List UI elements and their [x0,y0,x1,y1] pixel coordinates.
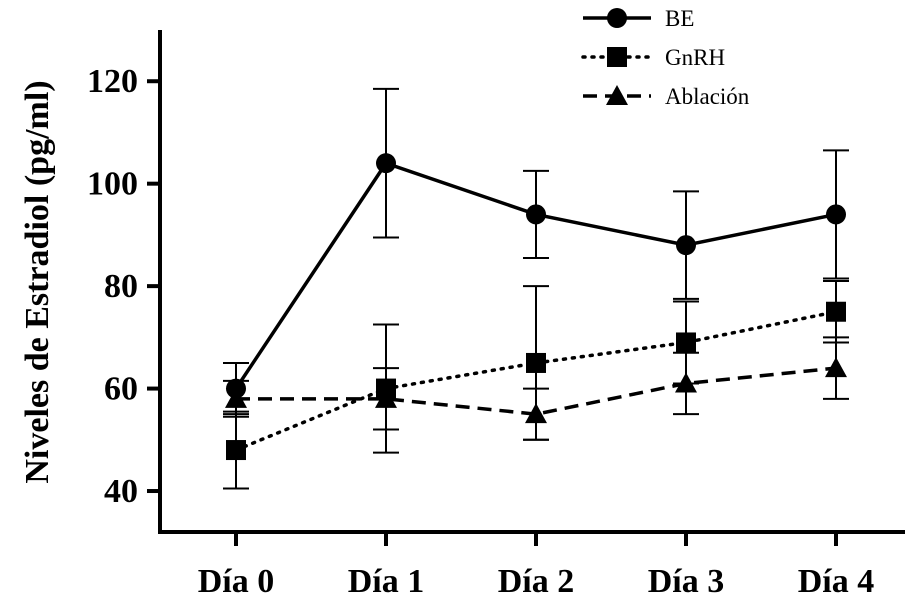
data-point [526,204,546,225]
x-tick-label: Día 1 [348,563,425,600]
legend-label: BE [665,6,694,31]
data-point [675,372,697,393]
data-point [376,153,396,174]
series-ablación [223,336,849,441]
legend-item-gnrh: GnRH [581,45,725,70]
x-tick-label: Día 0 [198,563,275,600]
data-point [226,440,246,461]
legend-label: GnRH [665,45,725,70]
legend: BE GnRH Ablación [581,6,750,109]
x-tick-label: Día 2 [498,563,575,600]
series-layer [223,87,849,490]
data-point [676,332,696,353]
data-point [826,204,846,225]
data-point [526,352,546,373]
data-point [525,403,547,424]
y-tick-label: 80 [104,268,138,305]
y-tick-label: 100 [87,166,138,203]
x-tick-label: Día 4 [798,563,875,600]
legend-marker [606,85,628,105]
y-axis-title: Niveles de Estradiol (pg/ml) [19,80,56,483]
data-point [375,387,397,408]
data-point [825,357,847,378]
data-point [676,235,696,256]
x-tick-label: Día 3 [648,563,725,600]
series-line [236,366,837,416]
legend-item-ablación: Ablación [583,84,750,109]
legend-marker [607,8,627,28]
legend-marker [607,47,627,67]
y-axis: 40 60 80 100 120 [87,30,162,532]
data-point [225,387,247,408]
legend-label: Ablación [665,84,750,109]
series-gnrh [223,280,849,490]
y-ticks: 40 60 80 100 120 [87,63,160,510]
y-tick-label: 60 [104,371,138,408]
legend-item-be: BE [583,6,694,31]
x-ticks: Día 0 Día 1 Día 2 Día 3 Día 4 [198,532,875,600]
y-tick-label: 120 [87,63,138,100]
data-point [826,301,846,322]
y-tick-label: 40 [104,473,138,510]
x-axis: Día 0 Día 1 Día 2 Día 3 Día 4 [158,530,905,600]
